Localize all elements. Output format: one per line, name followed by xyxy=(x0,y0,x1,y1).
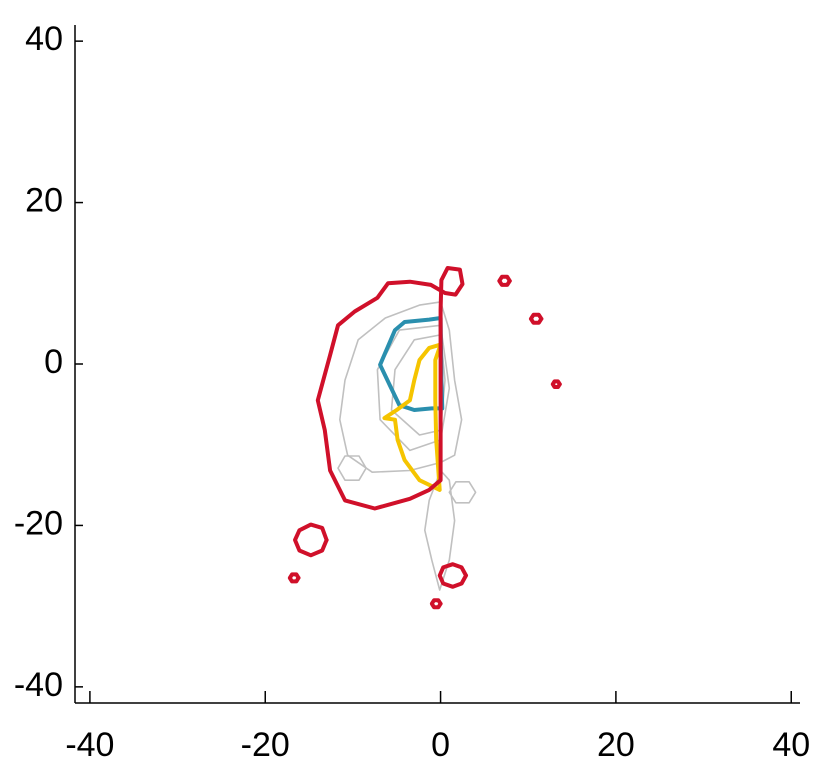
y-tick-label: 40 xyxy=(25,20,63,58)
x-tick-label: -20 xyxy=(241,726,290,764)
contour-line xyxy=(550,379,562,389)
x-tick-label: 40 xyxy=(772,726,810,764)
contour-line xyxy=(287,572,301,584)
y-tick-label: 0 xyxy=(44,343,63,381)
contour-line xyxy=(497,274,512,287)
x-tick-label: 20 xyxy=(597,726,635,764)
contour-line xyxy=(437,562,468,589)
y-tick-label: 20 xyxy=(25,182,63,220)
contour-line xyxy=(315,266,465,511)
contour-line xyxy=(293,522,329,558)
contour-line xyxy=(448,481,477,504)
y-tick-label: -40 xyxy=(14,666,63,704)
contour-line xyxy=(429,598,443,610)
contour-line xyxy=(528,312,544,325)
x-tick-label: 0 xyxy=(431,726,450,764)
contour-line xyxy=(390,334,446,436)
contour-line xyxy=(337,455,367,481)
y-tick-label: -20 xyxy=(14,504,63,542)
x-tick-label: -40 xyxy=(65,726,114,764)
contour-line xyxy=(382,342,443,492)
contour-line xyxy=(339,301,463,473)
